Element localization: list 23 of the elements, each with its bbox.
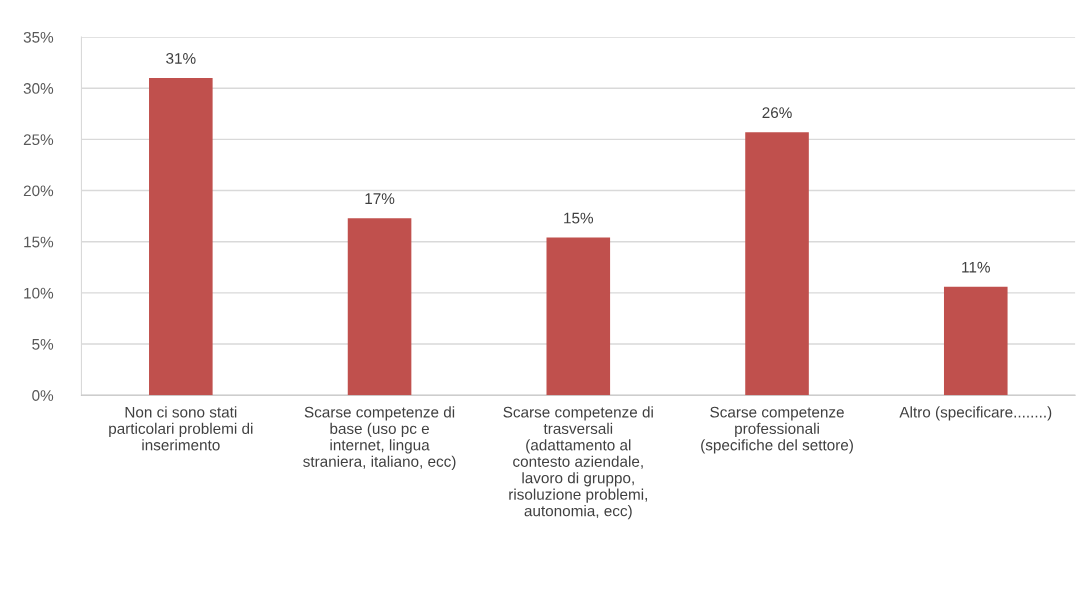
y-tick-label: 25% — [23, 134, 54, 146]
y-tick-label: 5% — [32, 338, 54, 350]
x-tick-label: Scarse competenze di trasversali (adattamento al contesto aziendale, lavoro di gruppo, risoluzione problemi, autonomia, ecc) — [503, 406, 653, 520]
data-label: 15% — [564, 212, 594, 224]
data-label: 31% — [166, 53, 196, 64]
x-tick-label: Scarse competenze di base (uso pc e internet, lingua straniera, italiano, ecc) — [303, 406, 456, 470]
y-tick-label: 20% — [23, 185, 54, 197]
bar — [745, 132, 809, 396]
data-label: 17% — [365, 193, 395, 204]
y-tick-label: 35% — [23, 31, 54, 43]
x-tick-label: Scarse competenze professionali (specifiche del settore) — [701, 406, 853, 454]
bar — [347, 218, 412, 396]
y-tick-label: 0% — [32, 390, 54, 401]
data-label: 26% — [762, 107, 792, 119]
bar — [546, 237, 611, 396]
bar — [149, 77, 213, 396]
y-tick-label: 30% — [23, 83, 54, 94]
x-tick-label: Altro (specificare........) — [899, 406, 1052, 421]
data-label: 11% — [962, 261, 990, 273]
bar — [943, 286, 1008, 396]
y-tick-label: 15% — [24, 236, 54, 248]
x-tick-label: Non ci sono stati particolari problemi di inserimento — [109, 406, 253, 451]
y-tick-label: 10% — [24, 287, 54, 299]
